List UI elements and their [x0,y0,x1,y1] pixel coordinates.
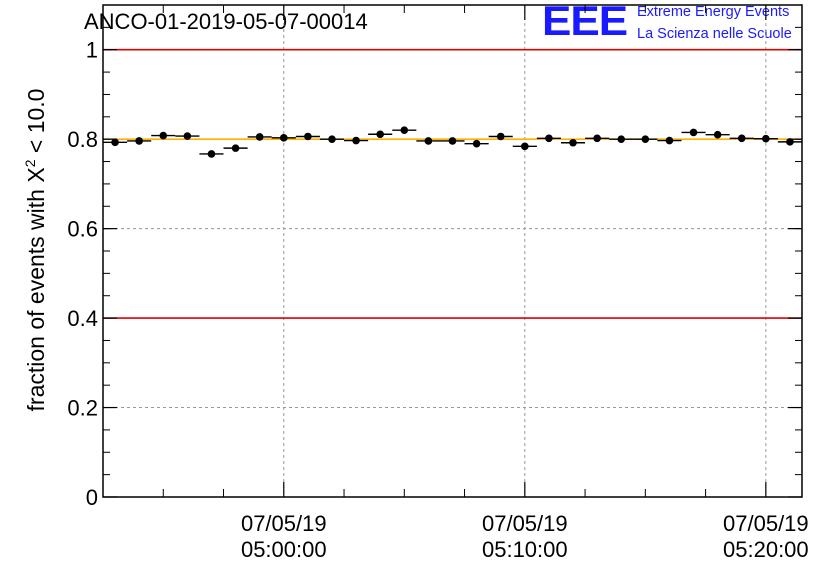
data-point [737,134,746,143]
x-tick-label-time: 05:00:00 [241,537,327,562]
data-point [207,150,216,158]
data-point [376,130,384,139]
data-point [448,137,457,145]
data-point [328,135,336,143]
x-tick-label-date: 07/05/19 [723,511,809,536]
grid-layer [103,5,802,497]
data-point [304,132,312,141]
reference-lines-layer [103,48,802,319]
data-point [713,130,722,139]
data-point [521,142,529,151]
data-point [593,134,601,143]
data-point [352,136,360,145]
data-point [545,134,553,143]
ticks-layer [102,4,802,498]
data-point [786,138,794,146]
x-tick-label-time: 05:20:00 [723,537,809,562]
data-point [689,128,698,137]
y-tick-label: 0.2 [67,396,98,421]
data-point [255,133,264,141]
data-point [183,132,192,140]
data-point [424,137,433,145]
data-point [159,131,168,140]
y-tick-label: 1 [86,38,98,63]
y-tick-label: 0.8 [67,127,98,152]
logo-line-2: La Scienza nelle Scuole [637,26,792,42]
data-point [231,144,240,152]
data-point [617,135,626,143]
data-point [472,139,481,148]
tick-labels-layer: 00.20.40.60.8107/05/1905:00:0007/05/1905… [67,38,808,562]
y-tick-label: 0 [86,485,98,510]
y-tick-label: 0.6 [67,217,98,242]
data-point [279,134,288,142]
data-point [641,135,650,143]
data-point [135,137,143,145]
data-points-layer [103,126,802,158]
x-tick-label-time: 05:10:00 [482,537,568,562]
data-point [400,126,409,135]
data-point [111,138,119,147]
data-point [496,132,505,141]
x-tick-label-date: 07/05/19 [241,511,327,536]
y-tick-label: 0.4 [67,306,98,331]
logo-line-1: Extreme Energy Events [637,4,790,20]
chart-title: ANCO-01-2019-05-07-00014 [84,9,368,34]
x-tick-label-date: 07/05/19 [482,511,568,536]
plot-frame [102,4,803,498]
data-point [665,136,674,145]
data-point [762,134,770,143]
data-point [569,138,577,147]
